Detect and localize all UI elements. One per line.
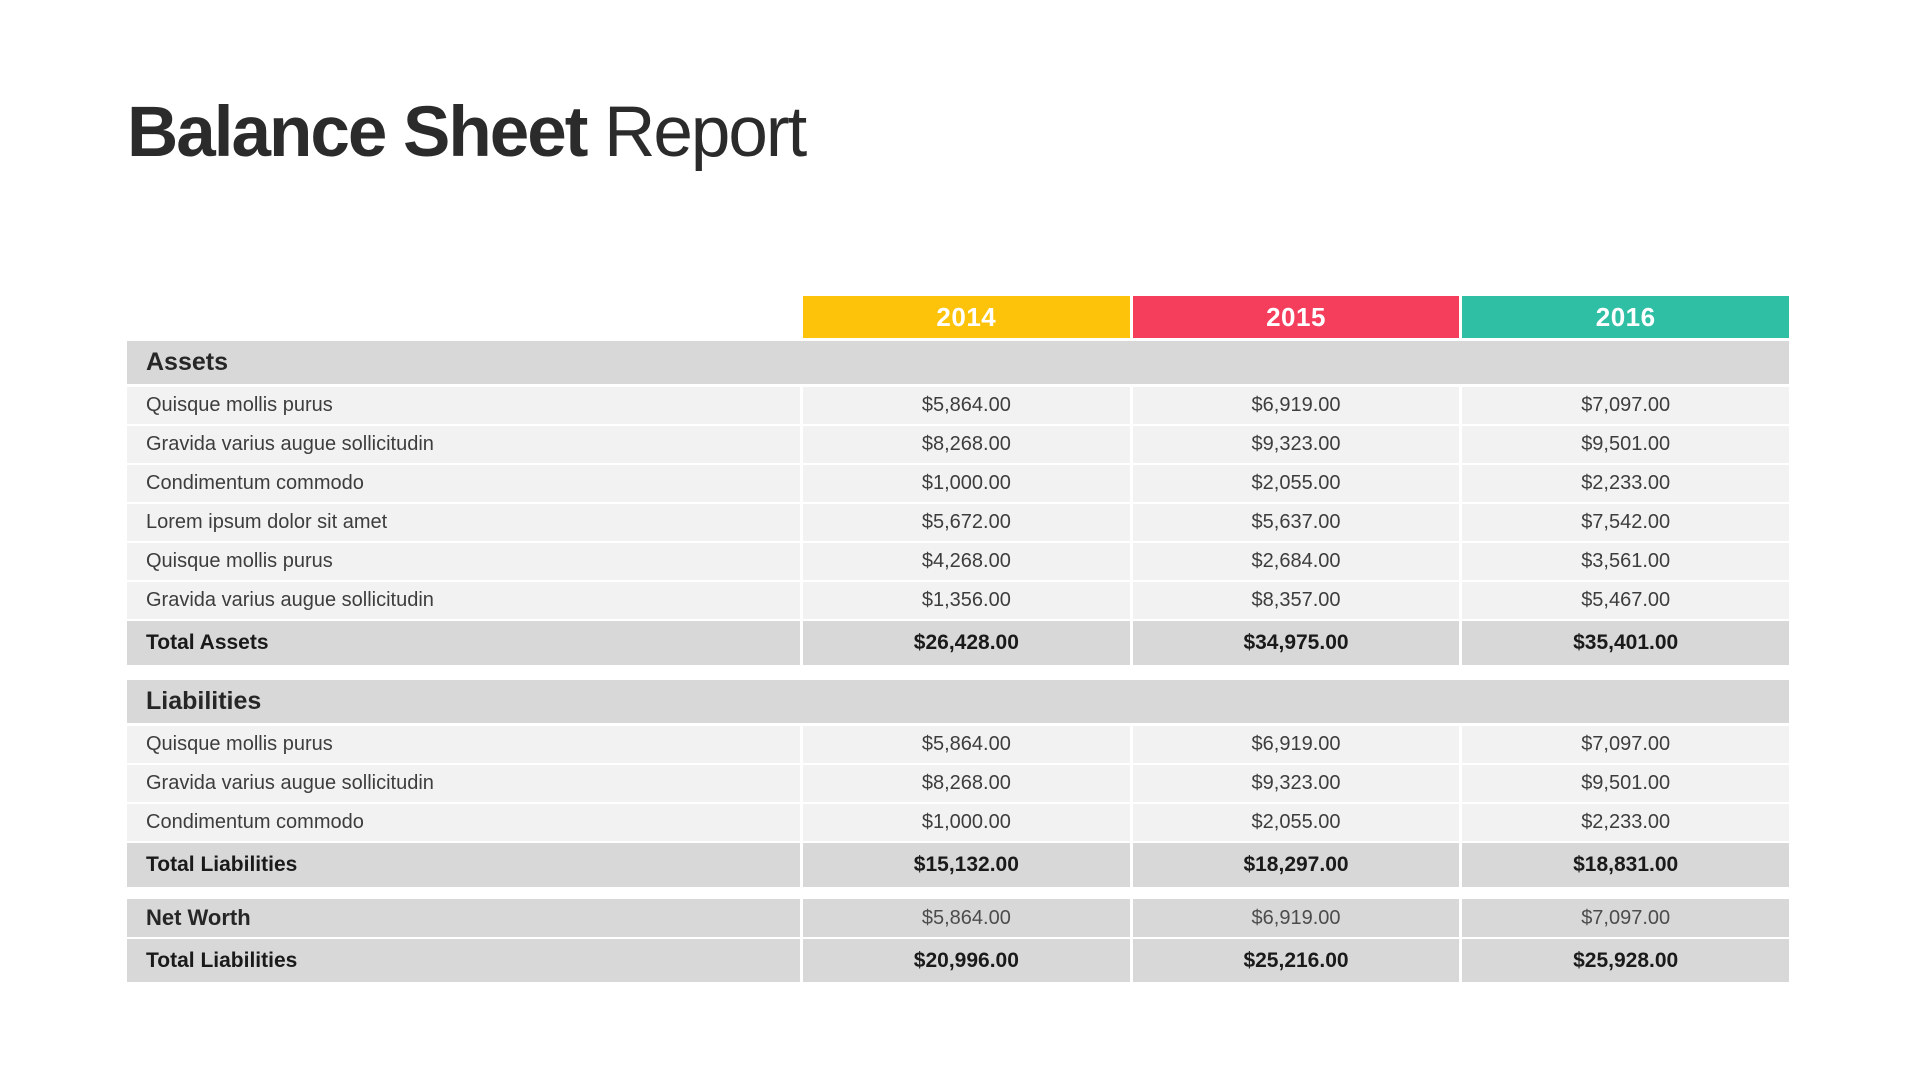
table-row: Quisque mollis purus $5,864.00 $6,919.00… xyxy=(127,387,1790,424)
net-worth-label: Net Worth xyxy=(127,899,800,937)
cell-2015: $6,919.00 xyxy=(1132,387,1460,424)
cell-2015: $18,297.00 xyxy=(1132,843,1460,887)
cell-2014: $5,864.00 xyxy=(803,387,1130,424)
cell-2014: $8,268.00 xyxy=(803,426,1130,463)
section-heading-liabilities-label: Liabilities xyxy=(146,687,262,715)
cell-2015: $8,357.00 xyxy=(1132,582,1460,619)
cell-2014: $5,672.00 xyxy=(803,504,1130,541)
cell-2014: $8,268.00 xyxy=(803,765,1130,802)
table-row: Quisque mollis purus $5,864.00 $6,919.00… xyxy=(127,726,1790,763)
row-label: Lorem ipsum dolor sit amet xyxy=(127,504,800,541)
cell-2014: $1,000.00 xyxy=(803,804,1130,841)
year-header-2016: 2016 xyxy=(1462,296,1790,338)
cell-2015: $9,323.00 xyxy=(1132,765,1460,802)
section-heading-assets: Assets xyxy=(127,341,1789,384)
cell-2014: $1,356.00 xyxy=(803,582,1130,619)
section-heading-assets-label: Assets xyxy=(146,348,228,376)
row-label: Quisque mollis purus xyxy=(127,543,800,580)
total-row-label: Total Liabilities xyxy=(127,843,800,887)
table-row: Lorem ipsum dolor sit amet $5,672.00 $5,… xyxy=(127,504,1790,541)
row-label: Gravida varius augue sollicitudin xyxy=(127,765,800,802)
section-divider xyxy=(127,889,1789,899)
cell-2016: $7,097.00 xyxy=(1462,387,1790,424)
cell-2015: $6,919.00 xyxy=(1132,726,1460,763)
cell-2014: $1,000.00 xyxy=(803,465,1130,502)
table-row: Quisque mollis purus $4,268.00 $2,684.00… xyxy=(127,543,1790,580)
cell-2016: $3,561.00 xyxy=(1462,543,1790,580)
page-title-main: Balance Sheet xyxy=(127,93,588,172)
cell-2015: $2,055.00 xyxy=(1132,465,1460,502)
table-row: Condimentum commodo $1,000.00 $2,055.00 … xyxy=(127,465,1790,502)
total-assets-row: Total Assets $26,428.00 $34,975.00 $35,4… xyxy=(127,621,1790,665)
cell-2016: $18,831.00 xyxy=(1462,843,1790,887)
cell-2015: $2,684.00 xyxy=(1132,543,1460,580)
table-row: Gravida varius augue sollicitudin $8,268… xyxy=(127,426,1790,463)
total-row-label: Total Liabilities xyxy=(127,939,800,982)
row-label: Condimentum commodo xyxy=(127,804,800,841)
table-row: Gravida varius augue sollicitudin $8,268… xyxy=(127,765,1790,802)
cell-2015: $2,055.00 xyxy=(1132,804,1460,841)
cell-2016: $25,928.00 xyxy=(1462,939,1790,982)
cell-2016: $7,542.00 xyxy=(1462,504,1790,541)
table-row: Condimentum commodo $1,000.00 $2,055.00 … xyxy=(127,804,1790,841)
cell-2014: $5,864.00 xyxy=(803,899,1130,937)
row-label: Quisque mollis purus xyxy=(127,387,800,424)
year-header-2014: 2014 xyxy=(803,296,1130,338)
cell-2015: $34,975.00 xyxy=(1132,621,1460,665)
row-label: Gravida varius augue sollicitudin xyxy=(127,426,800,463)
cell-2016: $5,467.00 xyxy=(1462,582,1790,619)
cell-2014: $15,132.00 xyxy=(803,843,1130,887)
cell-2014: $20,996.00 xyxy=(803,939,1130,982)
balance-sheet-table: 2014 2015 2016 Assets Quisque mollis pur… xyxy=(127,296,1790,984)
row-label: Gravida varius augue sollicitudin xyxy=(127,582,800,619)
year-header-row: 2014 2015 2016 xyxy=(127,296,1790,338)
cell-2014: $5,864.00 xyxy=(803,726,1130,763)
section-heading-liabilities: Liabilities xyxy=(127,680,1789,723)
cell-2015: $9,323.00 xyxy=(1132,426,1460,463)
row-label: Quisque mollis purus xyxy=(127,726,800,763)
cell-2014: $4,268.00 xyxy=(803,543,1130,580)
cell-2016: $7,097.00 xyxy=(1462,899,1790,937)
row-label: Condimentum commodo xyxy=(127,465,800,502)
section-divider xyxy=(127,667,1789,680)
table-row: Gravida varius augue sollicitudin $1,356… xyxy=(127,582,1790,619)
page-title: Balance Sheet Report xyxy=(127,93,807,172)
cell-2015: $6,919.00 xyxy=(1132,899,1460,937)
cell-2016: $35,401.00 xyxy=(1462,621,1790,665)
year-header-spacer xyxy=(127,296,800,338)
cell-2016: $2,233.00 xyxy=(1462,465,1790,502)
cell-2016: $9,501.00 xyxy=(1462,426,1790,463)
net-worth-total-row: Total Liabilities $20,996.00 $25,216.00 … xyxy=(127,939,1790,982)
total-row-label: Total Assets xyxy=(127,621,800,665)
page-title-sub: Report xyxy=(604,93,807,172)
cell-2015: $25,216.00 xyxy=(1132,939,1460,982)
cell-2016: $7,097.00 xyxy=(1462,726,1790,763)
total-liabilities-row: Total Liabilities $15,132.00 $18,297.00 … xyxy=(127,843,1790,887)
cell-2016: $9,501.00 xyxy=(1462,765,1790,802)
cell-2016: $2,233.00 xyxy=(1462,804,1790,841)
net-worth-row: Net Worth $5,864.00 $6,919.00 $7,097.00 xyxy=(127,899,1790,937)
cell-2015: $5,637.00 xyxy=(1132,504,1460,541)
cell-2014: $26,428.00 xyxy=(803,621,1130,665)
year-header-2015: 2015 xyxy=(1132,296,1460,338)
